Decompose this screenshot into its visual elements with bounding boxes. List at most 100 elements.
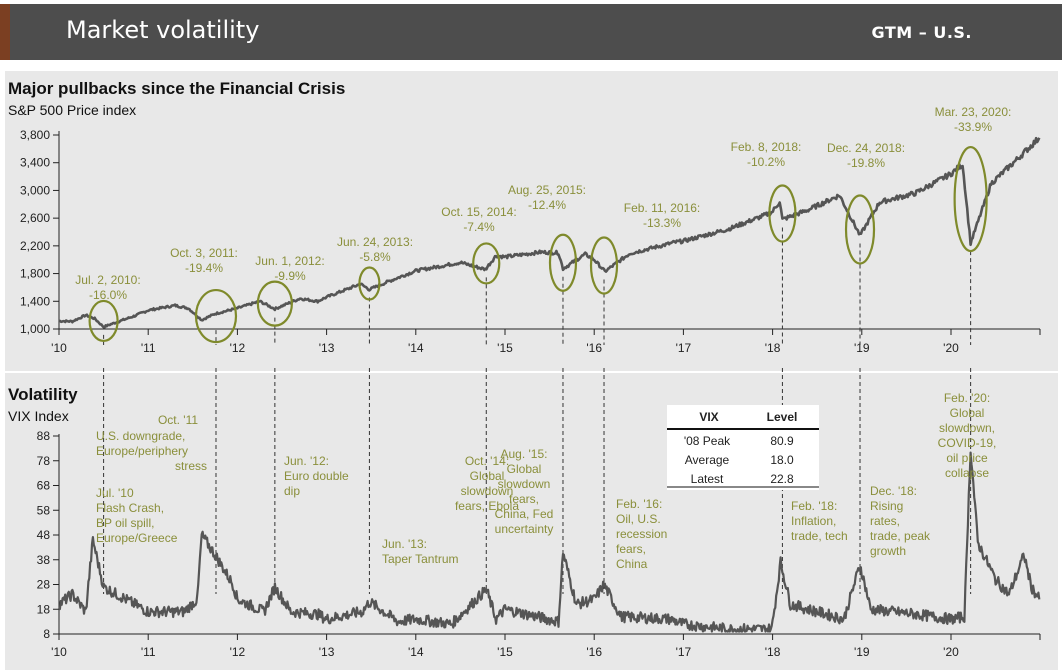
vix-table-row-label: Latest xyxy=(691,472,724,486)
vix-event-label: Oct. '11 xyxy=(158,413,198,427)
pullback-ellipse xyxy=(589,236,619,295)
vix-x-tick-label: '16 xyxy=(586,645,602,659)
pullback-date-label: Jul. 2, 2010: xyxy=(75,273,140,287)
section-tag: GTM – U.S. xyxy=(871,23,972,42)
vix-table-box xyxy=(667,405,819,490)
sp500-y-tick-label: 3,400 xyxy=(20,156,50,170)
vix-chart-subtitle: VIX Index xyxy=(8,408,69,424)
vix-event-label: China xyxy=(616,557,648,571)
vix-table-row-label: Average xyxy=(685,453,730,467)
vix-y-tick-label: 8 xyxy=(43,627,50,641)
vix-x-tick-label: '12 xyxy=(230,645,246,659)
vix-event-label: slowdown, xyxy=(939,421,995,435)
vix-y-tick-label: 48 xyxy=(37,528,51,542)
pullback-drop-label: -10.2% xyxy=(747,155,785,169)
vix-event-label: Oil, U.S. xyxy=(616,512,661,526)
vix-event-label: Global xyxy=(470,469,505,483)
vix-event-label: Europe/Greece xyxy=(96,531,178,545)
sp500-x-tick-label: '19 xyxy=(854,341,870,355)
sp500-price-line xyxy=(58,136,1041,329)
pullback-date-label: Feb. 11, 2016: xyxy=(624,201,701,215)
vix-table-row-value: 22.8 xyxy=(770,472,794,486)
vix-event-label: BP oil spill, xyxy=(96,516,154,530)
sp500-y-tick-label: 1,000 xyxy=(20,322,50,336)
vix-event-label: Dec. '18: xyxy=(870,484,917,498)
pullback-date-label: Jun. 1, 2012: xyxy=(255,254,324,268)
sp500-x-tick-label: '17 xyxy=(676,341,692,355)
vix-event-label: fears, xyxy=(616,542,646,556)
pullback-ellipse xyxy=(472,242,501,285)
pullback-date-label: Oct. 15, 2014: xyxy=(441,205,516,219)
vix-event-label: Jun. '12: xyxy=(284,454,329,468)
sp500-x-tick-label: '11 xyxy=(141,341,156,355)
pullback-drop-label: -16.0% xyxy=(89,288,127,302)
vix-event-label: Taper Tantrum xyxy=(382,552,458,566)
vix-x-tick-label: '17 xyxy=(676,645,692,659)
pullback-ellipse xyxy=(88,299,119,343)
vix-y-tick-label: 28 xyxy=(37,578,51,592)
vix-event-label: rates, xyxy=(870,514,900,528)
pullback-ellipse xyxy=(256,280,293,327)
vix-y-tick-label: 38 xyxy=(37,553,51,567)
sp500-panel xyxy=(5,71,1058,371)
header-band xyxy=(10,4,1062,60)
vix-x-tick-label: '20 xyxy=(943,645,959,659)
vix-y-tick-label: 78 xyxy=(37,454,51,468)
vix-event-label: U.S. downgrade, xyxy=(96,429,185,443)
vix-x-tick-label: '10 xyxy=(51,645,67,659)
vix-event-label: uncertainty xyxy=(495,522,554,536)
vix-event-label: fears, xyxy=(509,492,539,506)
vix-event-label: dip xyxy=(284,484,300,498)
page-title: Market volatility xyxy=(66,16,260,44)
pullback-date-label: Feb. 8, 2018: xyxy=(731,140,802,154)
vix-event-label: slowdown xyxy=(461,484,514,498)
vix-event-label: trade, peak xyxy=(870,529,931,543)
vix-event-label: Feb. '16: xyxy=(616,497,662,511)
pullback-drop-label: -19.8% xyxy=(847,156,885,170)
pullback-date-label: Dec. 24, 2018: xyxy=(827,141,905,155)
sp500-x-tick-label: '13 xyxy=(319,341,335,355)
vix-table-row-value: 18.0 xyxy=(770,453,794,467)
vix-event-label: Oct. '14: xyxy=(465,454,509,468)
pullback-drop-label: -7.4% xyxy=(463,220,495,234)
vix-event-label: oil price xyxy=(946,451,988,465)
vix-event-label: slowdown xyxy=(498,477,551,491)
sp500-x-tick-label: '15 xyxy=(497,341,513,355)
pullback-drop-label: -33.9% xyxy=(954,120,992,134)
pullback-drop-label: -13.3% xyxy=(643,216,681,230)
vix-event-label: Euro double xyxy=(284,469,349,483)
sp500-chart-subtitle: S&P 500 Price index xyxy=(8,102,137,118)
vix-y-tick-label: 88 xyxy=(37,429,51,443)
pullback-date-label: Oct. 3, 2011: xyxy=(170,246,238,260)
sp500-chart-title: Major pullbacks since the Financial Cris… xyxy=(8,79,346,98)
vix-panel xyxy=(5,373,1058,670)
sp500-x-tick-label: '18 xyxy=(765,341,781,355)
vix-chart-title: Volatility xyxy=(8,385,78,404)
vix-event-label: China, Fed xyxy=(495,507,554,521)
vix-event-label: collapse xyxy=(945,466,989,480)
sp500-x-tick-label: '10 xyxy=(51,341,67,355)
pullback-drop-label: -12.4% xyxy=(528,198,566,212)
vix-event-label: growth xyxy=(870,544,906,558)
pullback-ellipse xyxy=(953,145,988,253)
vix-event-label: trade, tech xyxy=(791,529,848,543)
pullback-ellipse xyxy=(844,194,876,265)
pullback-date-label: Jun. 24, 2013: xyxy=(337,235,413,249)
vix-event-label: Jul. '10 xyxy=(96,486,134,500)
sp500-x-tick-label: '14 xyxy=(408,341,424,355)
vix-table-row-value: 80.9 xyxy=(770,434,794,448)
vix-index-line xyxy=(58,451,1041,633)
pullback-ellipse xyxy=(768,184,797,243)
vix-y-tick-label: 58 xyxy=(37,503,51,517)
vix-event-label: Aug. '15: xyxy=(501,447,548,461)
vix-x-tick-label: '18 xyxy=(765,645,781,659)
vix-event-label: Global xyxy=(950,406,985,420)
vix-y-tick-label: 68 xyxy=(37,479,51,493)
vix-event-label: COVID-19, xyxy=(938,436,997,450)
vix-event-label: fears, Ebola xyxy=(455,499,519,513)
vix-table-row-label: '08 Peak xyxy=(684,434,731,448)
vix-x-tick-label: '14 xyxy=(408,645,424,659)
pullback-drop-label: -19.4% xyxy=(185,261,223,275)
vix-event-label: Feb. '18: xyxy=(791,499,837,513)
